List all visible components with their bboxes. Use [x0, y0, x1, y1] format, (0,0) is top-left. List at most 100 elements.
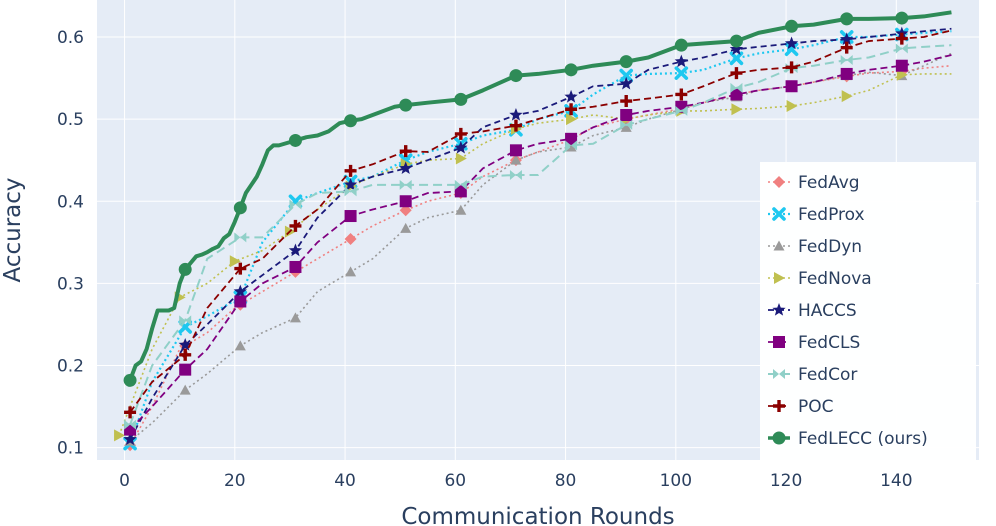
data-point-half	[185, 315, 192, 326]
data-point-half	[295, 199, 302, 210]
data-point	[895, 43, 902, 54]
series-poc	[124, 29, 952, 419]
data-point-half	[846, 54, 853, 65]
legend-label: POC	[798, 397, 834, 417]
legend-swatch-marker-half	[779, 369, 785, 379]
y-tick-label: 0.3	[57, 274, 84, 294]
data-point	[785, 80, 798, 93]
data-point	[785, 61, 798, 74]
data-point	[399, 145, 412, 158]
data-point	[454, 185, 467, 198]
data-point	[675, 105, 682, 116]
series-line-poc	[129, 29, 952, 413]
legend-swatch-marker	[773, 240, 785, 251]
legend-label: HACCS	[798, 301, 857, 321]
data-point	[840, 41, 853, 54]
data-point	[454, 179, 461, 190]
data-point	[620, 109, 633, 121]
data-point	[620, 121, 632, 132]
series-line-fedcor	[129, 44, 952, 426]
data-point	[289, 219, 302, 232]
data-point	[729, 34, 743, 48]
data-point	[124, 406, 137, 419]
x-tick-label: 140	[880, 471, 912, 491]
y-tick-label: 0.5	[57, 110, 84, 130]
legend-item-fednova: FedNova	[768, 269, 872, 289]
data-point	[509, 169, 516, 180]
data-point	[178, 338, 192, 351]
y-tick-label: 0.4	[57, 192, 84, 212]
data-point-half	[571, 140, 578, 151]
data-point	[730, 82, 737, 93]
series-line-fedavg	[129, 64, 952, 446]
legend-swatch-marker	[773, 369, 779, 379]
data-point	[344, 233, 357, 246]
y-axis-title: Accuracy	[0, 177, 26, 282]
data-point-half	[460, 179, 467, 190]
legend-swatch-marker	[772, 303, 786, 316]
data-point	[729, 42, 744, 55]
data-point	[344, 164, 357, 177]
legend-item-fedlecc-ours: FedLECC (ours)	[768, 429, 928, 449]
data-point	[675, 88, 688, 101]
data-point	[895, 32, 908, 45]
legend-label: FedCLS	[798, 333, 860, 353]
series-line-fednova	[118, 73, 952, 436]
y-tick-label: 0.2	[57, 357, 84, 377]
x-tick-label: 0	[119, 471, 130, 491]
data-point	[509, 144, 522, 157]
data-point	[509, 108, 523, 121]
data-point	[289, 312, 301, 323]
legend-box	[760, 162, 976, 466]
legend-item-poc: POC	[768, 397, 834, 417]
legend-swatch-marker	[772, 431, 786, 445]
data-point	[400, 222, 412, 233]
x-tick-label: 100	[660, 471, 692, 491]
legend-item-fedcls: FedCLS	[768, 333, 860, 353]
data-point	[619, 68, 633, 83]
data-point	[124, 419, 131, 430]
data-point	[784, 36, 799, 50]
data-point	[455, 204, 467, 215]
data-point	[179, 348, 192, 361]
legend-label: FedCor	[798, 365, 857, 385]
data-point	[840, 12, 854, 26]
legend-item-fedprox: FedProx	[768, 205, 865, 225]
data-point	[730, 88, 743, 101]
data-point	[234, 295, 247, 308]
data-point-half	[240, 232, 247, 243]
data-point	[179, 384, 191, 395]
data-point	[674, 38, 688, 52]
data-point	[729, 51, 744, 66]
data-point	[234, 262, 247, 275]
data-point	[674, 54, 688, 68]
data-point	[565, 140, 572, 151]
data-point	[123, 432, 137, 446]
data-point	[344, 186, 351, 197]
series-line-haccs	[129, 27, 952, 440]
data-point	[786, 99, 798, 112]
data-point	[178, 262, 192, 276]
data-point-half	[681, 105, 688, 116]
legend-item-haccs: HACCS	[768, 301, 857, 321]
data-point	[620, 95, 633, 108]
data-point	[233, 201, 247, 215]
data-point	[840, 32, 854, 46]
data-point	[509, 69, 523, 83]
legend-swatch-marker	[773, 400, 785, 412]
x-tick-labels: 0 20 40 60 80 100 120 140	[119, 471, 912, 491]
data-point	[399, 179, 406, 190]
data-point	[895, 59, 908, 72]
data-point	[234, 232, 241, 243]
data-point	[784, 42, 799, 57]
data-point	[179, 363, 192, 376]
data-point	[565, 132, 578, 145]
legend-item-feddyn: FedDyn	[768, 237, 862, 257]
data-point	[345, 266, 357, 277]
series-haccs	[123, 26, 952, 446]
legend-label: FedDyn	[798, 237, 862, 257]
data-point	[841, 90, 853, 103]
data-point	[509, 119, 522, 132]
data-point	[785, 19, 799, 33]
